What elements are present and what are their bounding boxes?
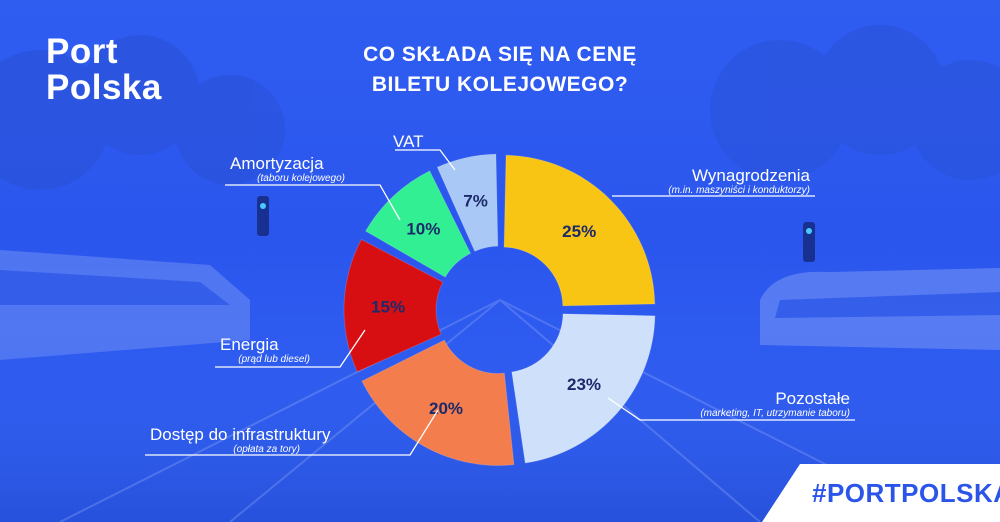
title-line-1: CO SKŁADA SIĘ NA CENĘ [363, 43, 637, 66]
category-label-1: Wynagrodzenia [692, 166, 811, 185]
category-note-3: (opłata za tory) [233, 444, 300, 455]
slice-value-label-6: 7% [463, 192, 488, 211]
category-note-5: (taboru kolejowego) [257, 173, 345, 184]
slice-4 [343, 238, 444, 373]
leader-line-4 [215, 329, 366, 368]
slice-2 [511, 313, 656, 464]
leader-line-5 [225, 184, 401, 221]
category-note-2: (marketing, IT, utrzymanie taboru) [700, 408, 850, 419]
slice-value-label-1: 25% [562, 222, 596, 241]
slice-6 [436, 153, 499, 252]
trees-right [710, 25, 1000, 180]
hashtag-background [762, 464, 1000, 522]
leader-line-2 [607, 397, 855, 421]
category-note-4: (prąd lub diesel) [238, 354, 310, 365]
brand-line-1: Port [46, 32, 118, 71]
category-label-3: Dostęp do infrastruktury [150, 425, 331, 444]
leader-line-3 [145, 409, 439, 456]
chart-title: CO SKŁADA SIĘ NA CENĘ BILETU KOLEJOWEGO? [320, 40, 680, 100]
category-label-5: Amortyzacja [230, 154, 324, 173]
slice-3 [361, 339, 515, 466]
trees-left [0, 35, 285, 190]
category-label-2: Pozostałe [775, 389, 850, 408]
signal-right [803, 222, 815, 262]
slice-5 [364, 170, 472, 278]
title-line-2: BILETU KOLEJOWEGO? [371, 73, 629, 96]
slice-value-label-4: 15% [371, 297, 405, 316]
slice-1 [503, 154, 656, 307]
train-right [760, 268, 1000, 350]
category-label-4: Energia [220, 335, 279, 354]
brand-logo: Port Polska [46, 34, 162, 106]
hashtag-badge[interactable]: #PORTPOLSKA [762, 464, 1000, 522]
leader-line-6 [395, 149, 456, 171]
category-note-1: (m.in. maszyniści i konduktorzy) [668, 185, 810, 196]
hashtag-text: #PORTPOLSKA [812, 478, 1000, 508]
signal-left [257, 196, 269, 236]
slice-value-label-3: 20% [429, 399, 463, 418]
slice-value-label-2: 23% [567, 375, 601, 394]
category-label-6: VAT [393, 132, 424, 151]
brand-line-2: Polska [46, 68, 162, 107]
slice-value-label-5: 10% [406, 219, 440, 238]
